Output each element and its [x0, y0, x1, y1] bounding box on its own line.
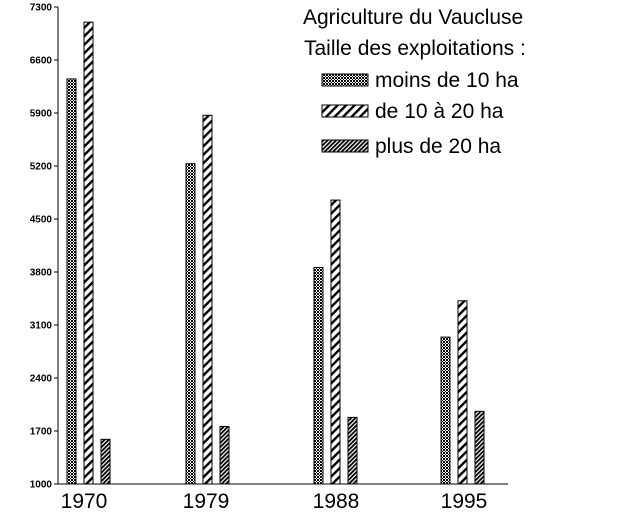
- y-tick-label: 6600: [30, 56, 53, 67]
- bars: [66, 21, 485, 485]
- x-tick-labels: 1970 1979 1988 1995: [61, 490, 488, 513]
- y-tick-label: 2400: [30, 374, 53, 385]
- legend-label: plus de 20 ha: [375, 135, 501, 158]
- legend: moins de 10 ha de 10 à 20 ha plus de 20 ha: [321, 69, 519, 158]
- legend-swatch: [321, 104, 369, 118]
- bar-1979-series-2: [219, 425, 230, 485]
- x-tick-label: 1979: [183, 490, 230, 513]
- bar-1979-series-0: [185, 163, 196, 485]
- legend-title: Taille des exploitations :: [304, 37, 526, 60]
- bar-1970-series-1: [83, 21, 94, 485]
- y-tick-label: 1000: [30, 480, 53, 491]
- legend-swatch: [321, 139, 369, 153]
- y-tick-label: 4500: [30, 215, 53, 226]
- legend-label: moins de 10 ha: [375, 69, 519, 92]
- bar-1988-series-0: [313, 266, 324, 485]
- y-tick-label: 7300: [30, 3, 53, 14]
- chart-title: Agriculture du Vaucluse: [303, 6, 523, 29]
- legend-swatch: [321, 73, 369, 87]
- bar-1988-series-1: [330, 199, 341, 485]
- y-tick-label: 5200: [30, 162, 53, 173]
- y-tick-label: 1700: [30, 427, 53, 438]
- bar-1995-series-0: [440, 336, 451, 485]
- y-tick-label: 3800: [30, 268, 53, 279]
- bar-1970-series-0: [66, 78, 77, 485]
- x-tick-label: 1988: [313, 490, 360, 513]
- y-tick-label: 3100: [30, 321, 53, 332]
- bar-1979-series-1: [202, 114, 213, 485]
- bar-1995-series-2: [474, 410, 485, 485]
- bar-1995-series-1: [457, 300, 468, 485]
- bar-1970-series-2: [100, 438, 111, 485]
- axes: [57, 7, 508, 485]
- x-tick-label: 1995: [441, 490, 488, 513]
- bar-1988-series-2: [347, 416, 358, 485]
- x-tick-label: 1970: [61, 490, 108, 513]
- legend-label: de 10 à 20 ha: [375, 100, 504, 123]
- y-ticks: 1000 1700 2400 3100 3800 4500 5200 5900 6600 7300: [30, 3, 58, 491]
- y-tick-label: 5900: [30, 109, 53, 120]
